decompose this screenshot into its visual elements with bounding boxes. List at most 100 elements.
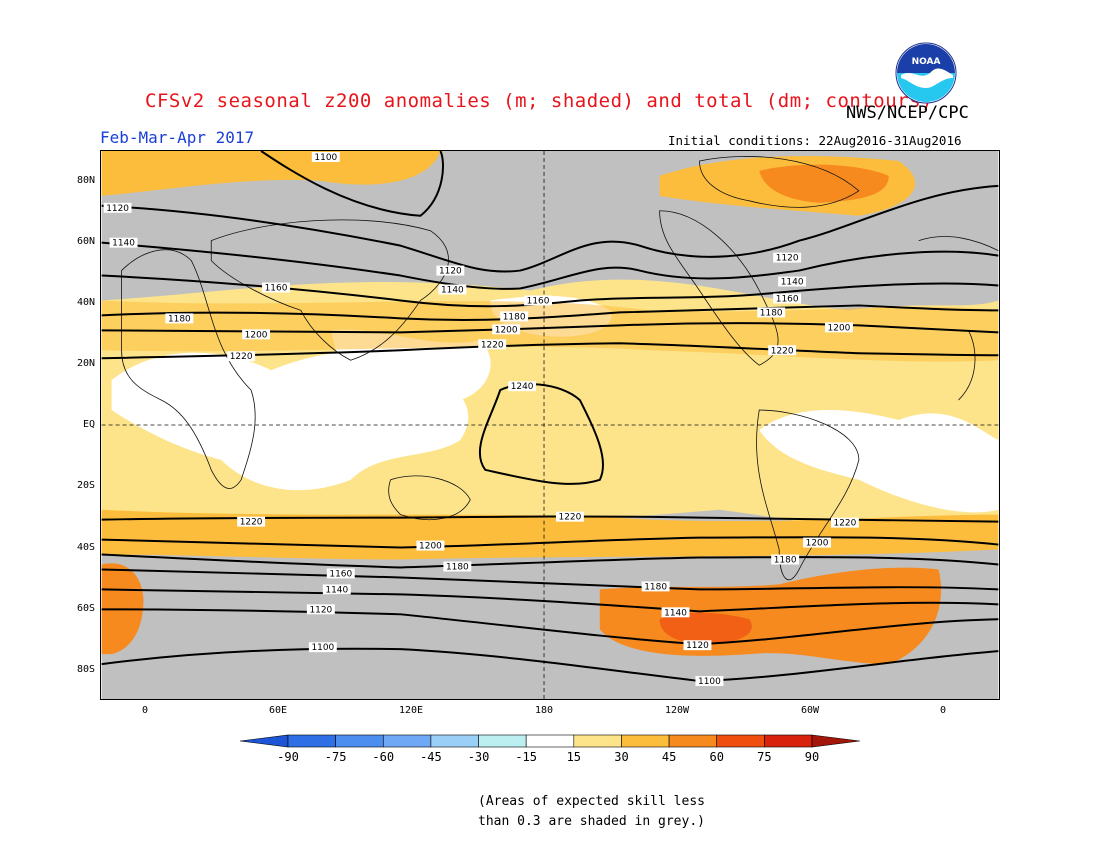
lon-label: 120W bbox=[664, 705, 690, 716]
contour-label: 1220 bbox=[481, 340, 504, 350]
contour-label: 1160 bbox=[265, 283, 288, 293]
lat-label: 60S bbox=[76, 603, 95, 614]
contour-label: 1140 bbox=[112, 239, 135, 249]
anomaly-map: 1100 1120 1140 1160 1180 1200 1220 1240 … bbox=[100, 150, 1000, 700]
contour-label: 1200 bbox=[495, 325, 518, 335]
neutral-region-west bbox=[111, 351, 469, 491]
colorbar-tick-label: -45 bbox=[420, 750, 442, 764]
contour-label: 1100 bbox=[698, 677, 721, 687]
colorbar-swatch bbox=[478, 734, 527, 748]
contour-label: 1200 bbox=[245, 330, 268, 340]
neutral-region-east bbox=[759, 410, 999, 513]
colorbar-tick-label: -60 bbox=[372, 750, 394, 764]
lon-label: 60E bbox=[268, 705, 288, 716]
contour-label: 1220 bbox=[240, 518, 263, 528]
contour-label: 1200 bbox=[828, 323, 851, 333]
contour-label: 1200 bbox=[419, 542, 442, 552]
colorbar-swatch bbox=[716, 734, 765, 748]
contour-label: 1180 bbox=[760, 308, 783, 318]
contour-label: 1180 bbox=[446, 562, 469, 572]
contour-label: 1180 bbox=[168, 314, 191, 324]
colorbar-swatch bbox=[287, 734, 336, 748]
colorbar-swatch bbox=[811, 734, 860, 748]
lat-label: 60N bbox=[76, 236, 95, 247]
colorbar-tick-label: -75 bbox=[325, 750, 347, 764]
colorbar-swatches bbox=[240, 734, 860, 748]
colorbar-swatch bbox=[668, 734, 718, 748]
contour-label: 1240 bbox=[511, 382, 534, 392]
anomaly-region-30-45-arctic bbox=[101, 151, 441, 196]
contour-label-group: 1100 1120 1140 1160 1180 1200 1220 1240 … bbox=[103, 151, 859, 687]
lon-label: 0 bbox=[939, 705, 947, 716]
lat-label: EQ bbox=[82, 419, 95, 430]
initial-conditions: Initial conditions: 22Aug2016-31Aug2016 bbox=[668, 133, 962, 148]
lat-label: 80N bbox=[76, 175, 95, 186]
contour-label: 1140 bbox=[781, 278, 804, 288]
noaa-logo: NOAA bbox=[895, 42, 957, 104]
contour-1180-north bbox=[101, 304, 999, 321]
contour-label: 1120 bbox=[439, 267, 462, 277]
colorbar-tick-label: 60 bbox=[710, 750, 724, 764]
logo-text: NOAA bbox=[912, 57, 941, 67]
height-contours bbox=[101, 151, 999, 683]
colorbar-tick-label: 45 bbox=[662, 750, 676, 764]
lon-label: 0 bbox=[141, 705, 149, 716]
colorbar-swatch bbox=[240, 734, 289, 748]
colorbar-swatch bbox=[382, 734, 432, 748]
colorbar-swatch bbox=[335, 734, 384, 748]
contour-label: 1220 bbox=[771, 346, 794, 356]
agency-label: NWS/NCEP/CPC bbox=[846, 103, 969, 123]
contour-1140-north bbox=[101, 241, 999, 290]
colorbar: -90 -75 -60 -45 -30 -15 15 30 45 60 75 90 bbox=[240, 734, 860, 764]
contour-label: 1120 bbox=[309, 605, 332, 615]
forecast-period: Feb-Mar-Apr 2017 bbox=[100, 128, 255, 147]
contour-1120-north bbox=[101, 184, 999, 273]
lon-label: 60W bbox=[800, 705, 820, 716]
contour-label: 1160 bbox=[776, 294, 799, 304]
contour-label: 1160 bbox=[329, 569, 352, 579]
contour-label: 1120 bbox=[686, 641, 709, 651]
anomaly-region-45-60-greenland bbox=[759, 164, 889, 203]
contour-1200-south bbox=[101, 536, 999, 549]
contour-label: 1100 bbox=[314, 153, 337, 163]
colorbar-tick-label: -15 bbox=[515, 750, 537, 764]
contour-1120-south bbox=[101, 608, 999, 646]
contour-1240 bbox=[478, 383, 605, 485]
contour-label: 1140 bbox=[325, 585, 348, 595]
contour-1100-south bbox=[101, 647, 999, 683]
lat-label: 20S bbox=[76, 480, 95, 491]
lon-label: 120E bbox=[398, 705, 424, 716]
colorbar-tick-label: -30 bbox=[468, 750, 490, 764]
contour-label: 1200 bbox=[806, 539, 829, 549]
colorbar-swatch bbox=[621, 734, 670, 748]
colorbar-tick-label: 15 bbox=[567, 750, 581, 764]
colorbar-ticks: -90 -75 -60 -45 -30 -15 15 30 45 60 75 90 bbox=[277, 750, 819, 764]
contour-label: 1180 bbox=[644, 582, 667, 592]
contour-label: 1120 bbox=[776, 254, 799, 264]
lat-label: 40N bbox=[76, 297, 95, 308]
colorbar-tick-label: 75 bbox=[757, 750, 771, 764]
contour-1100-north bbox=[260, 151, 444, 217]
contour-label: 1100 bbox=[311, 643, 334, 653]
contour-label: 1220 bbox=[230, 352, 253, 362]
contour-1160-south bbox=[101, 568, 999, 591]
contour-1140-south bbox=[101, 588, 999, 613]
lon-label: 180 bbox=[534, 705, 554, 716]
contour-label: 1220 bbox=[834, 519, 857, 529]
contour-1220-north bbox=[101, 342, 999, 360]
anomaly-region-60-75-patch bbox=[659, 612, 752, 645]
contour-label: 1180 bbox=[774, 555, 797, 565]
lat-label: 40S bbox=[76, 542, 95, 553]
colorbar-swatch bbox=[525, 734, 575, 748]
colorbar-swatch bbox=[430, 734, 479, 748]
lat-label: 80S bbox=[76, 664, 95, 675]
skill-note: (Areas of expected skill less than 0.3 a… bbox=[478, 794, 705, 829]
contour-label: 1160 bbox=[527, 296, 550, 306]
chart-title: CFSv2 seasonal z200 anomalies (m; shaded… bbox=[145, 90, 933, 112]
contour-1200-north bbox=[101, 322, 999, 334]
contour-label: 1120 bbox=[106, 204, 129, 214]
contour-label: 1140 bbox=[664, 608, 687, 618]
contour-label: 1220 bbox=[559, 513, 582, 523]
lat-label: 20N bbox=[76, 358, 95, 369]
colorbar-tick-label: -90 bbox=[277, 750, 299, 764]
